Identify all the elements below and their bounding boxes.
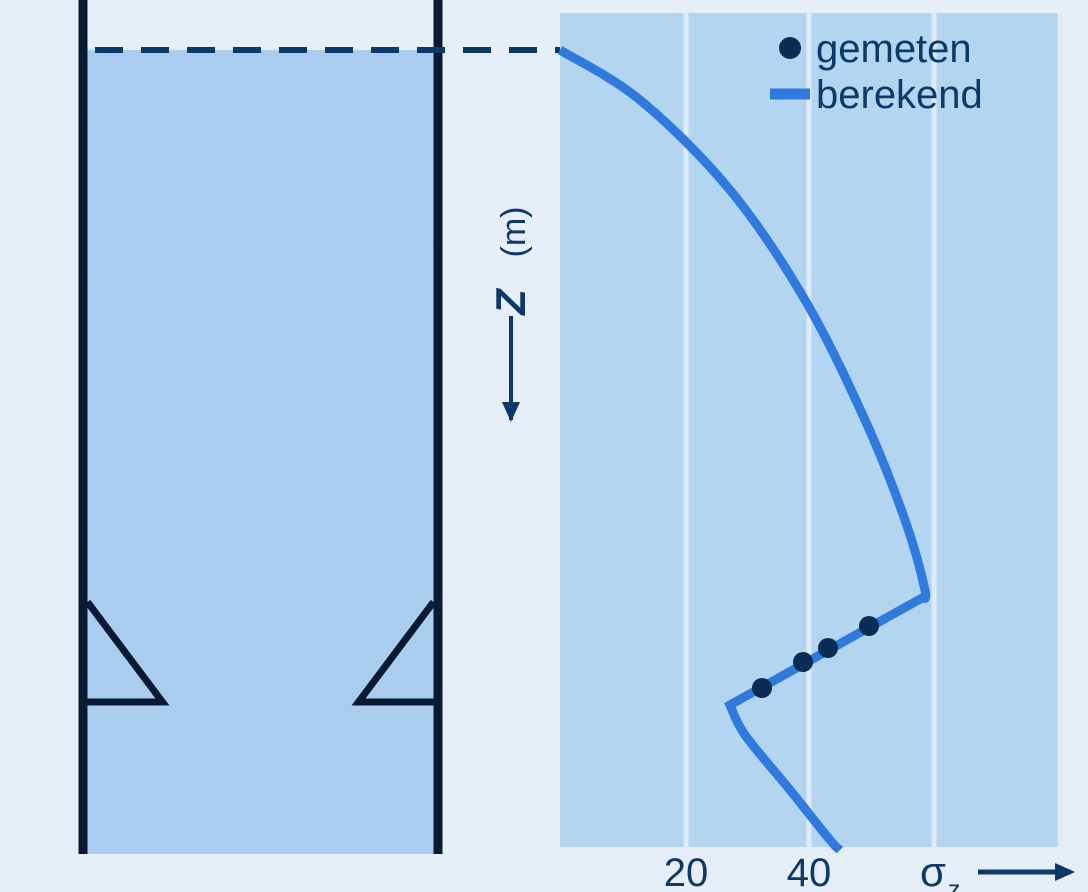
- stress-chart: gemeten berekend (m) Z 2040 σz: [487, 13, 1075, 892]
- legend-marker-dot: [779, 37, 801, 59]
- x-axis-tick-label: 20: [664, 851, 709, 892]
- legend-gemeten-label: gemeten: [816, 27, 972, 71]
- legend-berekend-label: berekend: [816, 73, 983, 117]
- silo-granular-noise: [88, 50, 434, 854]
- y-axis-label: Z: [487, 288, 534, 316]
- silo-empty-top: [88, 0, 434, 50]
- measured-point: [818, 638, 838, 658]
- measured-point: [859, 616, 879, 636]
- y-axis-unit: (m): [495, 207, 533, 258]
- measured-point: [752, 678, 772, 698]
- measured-point: [793, 652, 813, 672]
- x-axis-tick-label: 40: [787, 851, 832, 892]
